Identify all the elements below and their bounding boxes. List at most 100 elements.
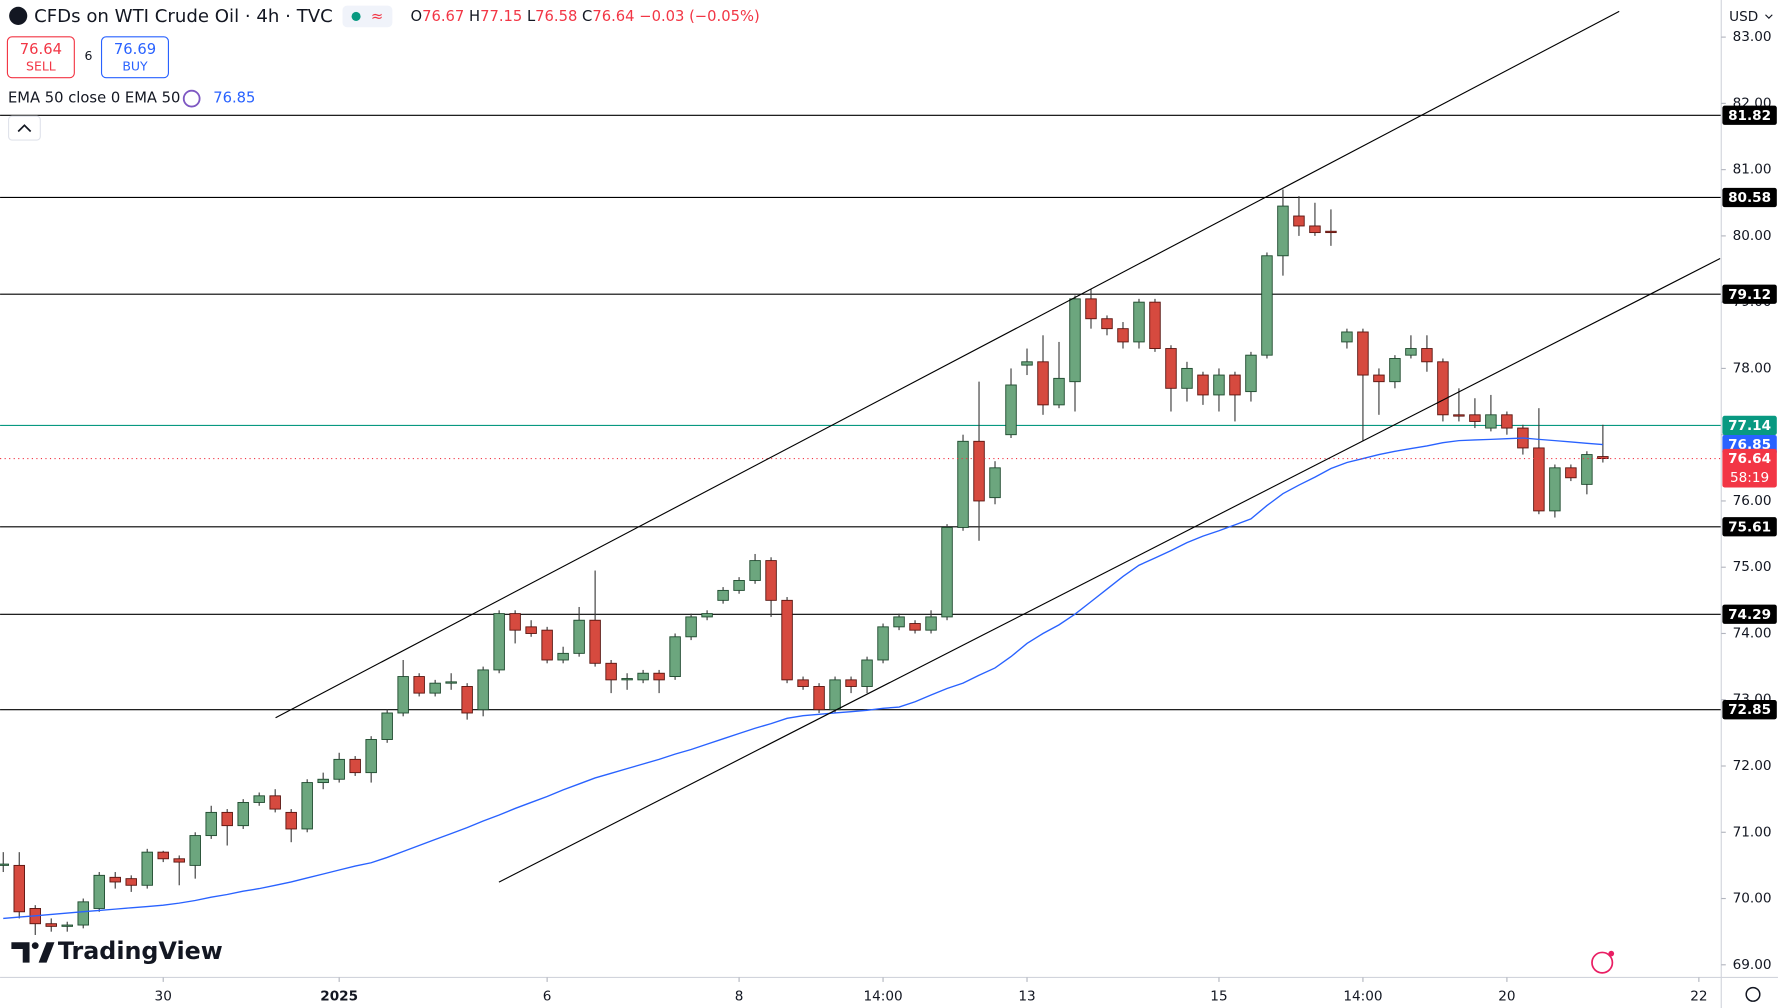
candle-body <box>285 811 297 830</box>
candle-body <box>621 678 633 681</box>
plot-layer <box>0 189 1722 935</box>
candle-body <box>525 626 537 634</box>
logo-mark-2 <box>38 942 55 963</box>
candle-body <box>0 863 9 866</box>
candle-body <box>1053 377 1065 406</box>
candle-body <box>557 652 569 661</box>
level-badge <box>1722 284 1777 304</box>
low-value: 76.58 <box>535 8 577 25</box>
candle-body <box>829 679 841 711</box>
axis-layer: 69.0070.0071.0072.0073.0074.0075.0076.00… <box>155 29 1777 1005</box>
candle-body <box>1133 301 1145 343</box>
y-tick-label: 78.00 <box>1733 360 1772 376</box>
trend-line-upper <box>275 10 1620 719</box>
candle-body <box>1261 255 1273 356</box>
y-tick-label: 70.00 <box>1733 891 1772 907</box>
y-tick-label: 76.00 <box>1733 493 1772 509</box>
settings-icon[interactable] <box>1745 986 1761 1002</box>
candle-body <box>1085 298 1097 320</box>
candle-body <box>989 467 1001 499</box>
candle-body <box>1453 414 1465 417</box>
candle-body <box>1277 205 1289 257</box>
candle-body <box>365 739 377 774</box>
candle-body <box>813 686 825 711</box>
logo-mark <box>11 942 30 963</box>
level-badge <box>1722 517 1777 537</box>
level-label: 81.82 <box>1728 108 1771 124</box>
buy-button[interactable] <box>100 36 169 79</box>
candle-body <box>1149 301 1161 349</box>
x-tick-label: 30 <box>155 989 172 1005</box>
level-badge <box>1722 700 1777 720</box>
sell-button[interactable] <box>6 36 75 79</box>
y-tick-label: 72.00 <box>1733 758 1772 774</box>
candle-body <box>1565 467 1577 479</box>
level-badge <box>1722 105 1777 125</box>
candle-body <box>1197 374 1209 396</box>
indicator-icon[interactable] <box>182 89 201 108</box>
candle-body <box>1165 348 1177 389</box>
candle-body <box>61 924 73 927</box>
level-label: 79.12 <box>1728 287 1771 303</box>
level-badge <box>1722 187 1777 208</box>
market-status[interactable] <box>342 5 393 28</box>
level-label: 80.58 <box>1728 190 1771 206</box>
x-tick-label: 2025 <box>320 989 358 1005</box>
ema-line <box>3 437 1603 920</box>
alert-icon[interactable] <box>1591 951 1614 974</box>
y-tick-label: 71.00 <box>1733 824 1772 840</box>
candle-body <box>77 901 89 926</box>
candle-body <box>701 613 713 618</box>
spread: 6 <box>85 48 93 63</box>
candle-body <box>93 874 105 909</box>
x-tick-label: 8 <box>735 989 744 1005</box>
open-label: O <box>411 8 423 25</box>
candle-body <box>445 681 457 684</box>
symbol-title[interactable]: CFDs on WTI Crude Oil · 4h · TVC <box>34 6 333 27</box>
candle-body <box>381 712 393 740</box>
candle-body <box>1389 358 1401 383</box>
candle-body <box>413 676 425 694</box>
status-dot <box>351 11 361 21</box>
candle-body <box>1037 361 1049 406</box>
alert-dot <box>1608 950 1615 957</box>
candle-body <box>893 616 905 628</box>
candle-body <box>429 682 441 694</box>
x-tick-label: 13 <box>1018 989 1035 1005</box>
x-tick-label: 6 <box>543 989 552 1005</box>
symbol-icon <box>9 6 28 25</box>
candle-body <box>877 626 889 661</box>
trend-line-lower <box>498 258 1721 883</box>
collapse-icon <box>17 124 32 133</box>
currency[interactable]: USD <box>1729 9 1758 25</box>
sell-price: 76.64 <box>20 41 62 58</box>
candle-body <box>45 923 57 927</box>
candle-body <box>1501 414 1513 429</box>
status-icon: ≈ <box>371 8 383 25</box>
y-tick-label: 80.00 <box>1733 228 1772 244</box>
buy-price: 76.69 <box>114 41 156 58</box>
high-label: H <box>469 8 480 25</box>
x-tick-label: 14:00 <box>863 989 902 1005</box>
candle-body <box>1325 230 1337 234</box>
price-label: 76.64 <box>1728 451 1771 467</box>
candle-body <box>717 589 729 601</box>
candle-body <box>1021 361 1033 366</box>
level-label: 75.61 <box>1728 519 1771 535</box>
candle-body <box>973 440 985 502</box>
open-value: 76.67 <box>422 8 464 25</box>
y-tick-label: 69.00 <box>1733 957 1772 973</box>
candle-body <box>397 676 409 714</box>
candle-body <box>1405 348 1417 356</box>
collapse-button[interactable] <box>7 115 41 141</box>
candle-body <box>461 686 473 714</box>
y-tick-label: 74.00 <box>1733 625 1772 641</box>
candle-body <box>1373 374 1385 383</box>
candle-body <box>589 619 601 664</box>
candle-body <box>317 778 329 784</box>
level-label: 72.85 <box>1728 702 1771 718</box>
candle-body <box>925 616 937 631</box>
candle-body <box>157 851 169 860</box>
indicator-name[interactable]: EMA 50 close 0 EMA 50 <box>8 90 180 107</box>
candle-body <box>173 858 185 863</box>
